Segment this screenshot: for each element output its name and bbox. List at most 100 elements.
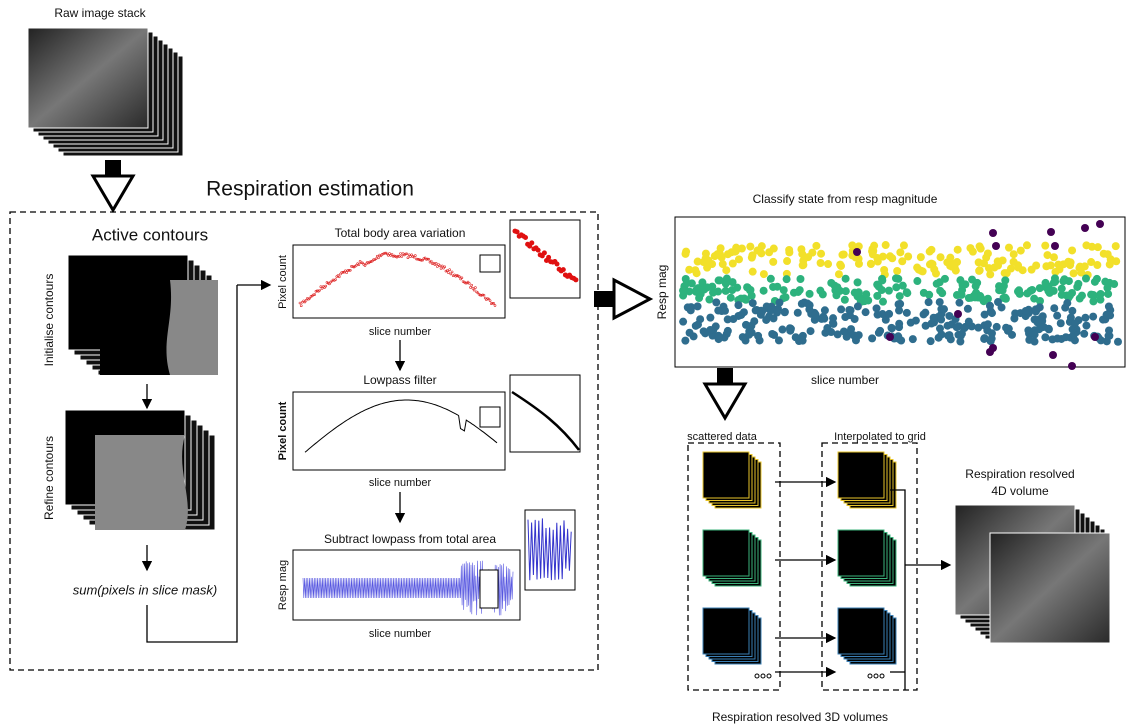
- state-point: [976, 242, 984, 250]
- state-point: [773, 309, 781, 317]
- state-point: [722, 266, 730, 274]
- state-point: [977, 294, 985, 302]
- ellipsis-dot: [767, 674, 771, 678]
- state-point: [783, 275, 791, 283]
- state-point: [842, 275, 850, 283]
- state-point: [898, 257, 906, 265]
- state-point: [1001, 269, 1009, 277]
- active-contours-title: Active contours: [92, 225, 208, 244]
- state-point: [1062, 333, 1070, 341]
- state-point: [782, 293, 790, 301]
- state-point: [932, 270, 940, 278]
- volume-slice: [838, 530, 884, 576]
- state-point: [706, 314, 714, 322]
- state-point: [936, 287, 944, 295]
- state-point: [765, 248, 773, 256]
- state-point: [854, 302, 862, 310]
- state-point: [694, 258, 702, 266]
- state-point: [1105, 303, 1113, 311]
- state-point: [862, 290, 870, 298]
- state-point: [988, 335, 996, 343]
- classify-title: Classify state from resp magnitude: [753, 192, 938, 206]
- state-point: [968, 276, 976, 284]
- state-point: [1081, 314, 1089, 322]
- state-point: [1114, 338, 1122, 346]
- state-point: [754, 332, 762, 340]
- state-point: [807, 327, 815, 335]
- state-point: [974, 324, 982, 332]
- state-point: [1023, 241, 1031, 249]
- state-point: [998, 303, 1006, 311]
- arrow-block: [594, 291, 614, 307]
- state-point: [984, 295, 992, 303]
- state-point: [781, 308, 789, 316]
- state-point: [775, 336, 783, 344]
- state-point: [888, 254, 896, 262]
- sample-point: [529, 240, 534, 245]
- raw-stack-title: Raw image stack: [54, 6, 146, 20]
- state-point: [1010, 314, 1018, 322]
- sample-point: [555, 262, 560, 267]
- state-point: [945, 312, 953, 320]
- state-point: [757, 249, 765, 257]
- state-point: [842, 287, 850, 295]
- state-point: [1112, 257, 1120, 265]
- state-point: [769, 258, 777, 266]
- figure: Raw image stack Respiration estimation A…: [0, 0, 1130, 728]
- state-point: [1081, 224, 1089, 232]
- state-point: [703, 283, 711, 291]
- state-point: [920, 310, 928, 318]
- inset: [510, 375, 580, 452]
- state-point: [899, 282, 907, 290]
- state-point: [797, 245, 805, 253]
- state-point: [840, 327, 848, 335]
- arrow-block: [105, 160, 121, 176]
- state-point: [1089, 297, 1097, 305]
- state-point: [1015, 286, 1023, 294]
- plot-title: Total body area variation: [335, 226, 466, 240]
- state-point: [897, 337, 905, 345]
- state-point: [740, 308, 748, 316]
- state-point: [1022, 307, 1030, 315]
- state-point: [679, 287, 687, 295]
- state-point: [852, 336, 860, 344]
- state-point: [694, 321, 702, 329]
- state-point: [1058, 291, 1066, 299]
- state-point: [817, 259, 825, 267]
- state-point: [975, 267, 983, 275]
- state-point: [1028, 266, 1036, 274]
- state-point: [955, 299, 963, 307]
- state-point: [878, 276, 886, 284]
- state-point: [984, 320, 992, 328]
- state-point: [999, 286, 1007, 294]
- plot-title: Subtract lowpass from total area: [324, 532, 496, 546]
- state-point: [681, 337, 689, 345]
- state-point: [1053, 312, 1061, 320]
- state-point: [778, 326, 786, 334]
- state-point: [896, 292, 904, 300]
- state-point: [1065, 277, 1073, 285]
- state-point: [1050, 253, 1058, 261]
- state-point: [944, 332, 952, 340]
- state-point: [832, 291, 840, 299]
- state-point: [868, 334, 876, 342]
- plot-xlabel: slice number: [369, 326, 432, 338]
- state-point: [1042, 262, 1050, 270]
- state-point: [928, 260, 936, 268]
- state-point: [1049, 351, 1057, 359]
- state-point: [925, 298, 933, 306]
- sum-label: sum(pixels in slice mask): [73, 582, 217, 597]
- state-point: [909, 335, 917, 343]
- state-point: [946, 254, 954, 262]
- sample-point: [515, 229, 520, 234]
- state-point: [679, 318, 687, 326]
- state-point: [927, 337, 935, 345]
- state-point: [733, 284, 741, 292]
- state-point: [935, 334, 943, 342]
- state-point: [824, 260, 832, 268]
- zoom-box: [480, 570, 498, 608]
- state-point: [903, 309, 911, 317]
- state-point: [705, 296, 713, 304]
- ellipsis-dot: [880, 674, 884, 678]
- plot-ylabel: Pixel count: [277, 255, 289, 309]
